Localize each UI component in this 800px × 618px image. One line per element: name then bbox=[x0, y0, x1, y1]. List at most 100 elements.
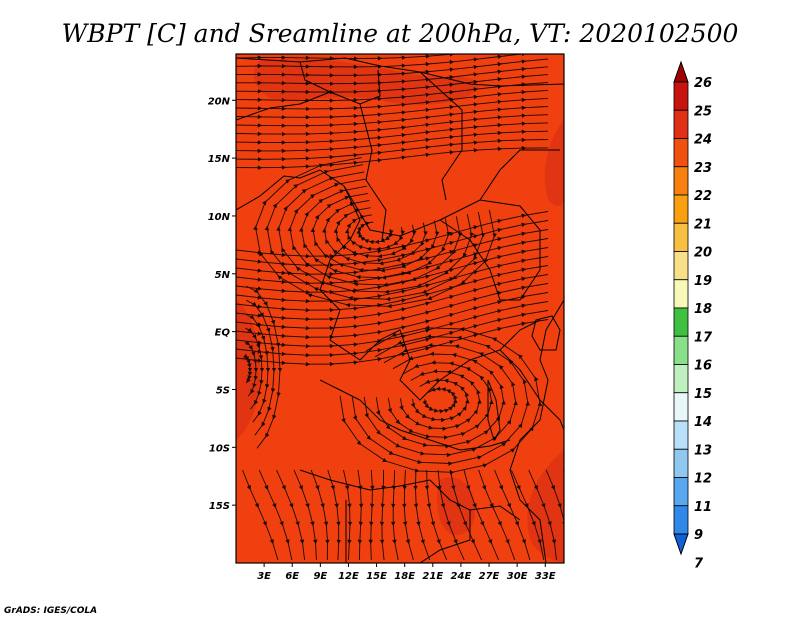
streamline bbox=[510, 469, 545, 561]
lon-tick-label: 30E bbox=[507, 571, 528, 582]
border-niger-chad bbox=[236, 91, 331, 121]
streamline bbox=[246, 285, 283, 449]
wbpt-field bbox=[236, 54, 564, 563]
border-angola-namibia bbox=[299, 469, 431, 491]
colorbar-label: 20 bbox=[694, 246, 712, 261]
colorbar-label: 19 bbox=[694, 274, 712, 289]
colorbar-label: 18 bbox=[694, 302, 712, 317]
streamline bbox=[258, 469, 293, 561]
colorbar-label: 23 bbox=[694, 161, 712, 176]
border-north bbox=[236, 57, 564, 87]
streamline bbox=[368, 469, 375, 561]
border-drc-angola bbox=[319, 379, 511, 451]
streamline bbox=[357, 469, 364, 561]
colorbar-label: 9 bbox=[694, 528, 703, 543]
streamline bbox=[276, 469, 306, 561]
border-tanzania bbox=[499, 349, 564, 431]
colorbar-segment bbox=[673, 420, 689, 450]
latitude-axis: 20N 15N 10N 5N EQ 5S 10S 15S bbox=[208, 96, 236, 512]
colorbar-segment bbox=[673, 307, 689, 337]
streamline bbox=[463, 469, 500, 561]
streamline bbox=[327, 469, 341, 561]
streamline bbox=[478, 469, 516, 561]
lon-tick-label: 21E bbox=[422, 571, 443, 582]
colorbar-label: 16 bbox=[694, 359, 712, 374]
lon-tick-label: 6E bbox=[285, 571, 299, 582]
streamline bbox=[293, 469, 318, 561]
streamline bbox=[450, 469, 483, 561]
colorbar-segment bbox=[673, 505, 689, 535]
streamline bbox=[437, 469, 465, 561]
streamlines bbox=[236, 54, 564, 561]
streamline bbox=[343, 469, 353, 561]
lat-tick-label: 15N bbox=[208, 154, 231, 165]
streamline bbox=[379, 469, 386, 561]
lat-tick-label: EQ bbox=[215, 328, 231, 339]
lat-tick-label: 15S bbox=[209, 501, 230, 512]
colorbar-segment bbox=[673, 138, 689, 168]
border-congo-drc bbox=[319, 289, 541, 401]
lon-tick-label: 18E bbox=[394, 571, 415, 582]
streamline bbox=[494, 469, 531, 561]
colorbar-segment bbox=[673, 194, 689, 224]
streamline bbox=[545, 469, 564, 545]
colorbar-segment bbox=[673, 364, 689, 394]
colorbar-label: 12 bbox=[694, 472, 712, 487]
streamline bbox=[562, 469, 564, 473]
lon-tick-label: 15E bbox=[366, 571, 387, 582]
colorbar-segment bbox=[673, 335, 689, 365]
lake-tanganyika bbox=[487, 379, 501, 442]
lon-tick-label: 33E bbox=[535, 571, 556, 582]
lon-tick-label: 3E bbox=[257, 571, 271, 582]
colorbar-segment bbox=[673, 81, 689, 111]
lon-tick-label: 9E bbox=[313, 571, 327, 582]
colorbar-label: 21 bbox=[694, 217, 712, 232]
colorbar-label: 22 bbox=[694, 189, 712, 204]
map-panel bbox=[235, 53, 565, 564]
figure-title: WBPT [C] and Sreamline at 200hPa, VT: 20… bbox=[62, 19, 739, 48]
streamline bbox=[310, 469, 330, 561]
colorbar-label: 11 bbox=[694, 500, 712, 515]
colorbar-label: 17 bbox=[694, 330, 713, 345]
colorbar-segment bbox=[673, 448, 689, 478]
lake-victoria bbox=[531, 315, 561, 351]
border-libya-chad bbox=[299, 61, 381, 105]
grads-credit: GrADS: IGES/COLA bbox=[4, 606, 97, 616]
longitude-axis: 3E 6E 9E 12E 15E 18E 21E 24E 27E 30E 33E bbox=[257, 563, 556, 582]
border-chad-sudan bbox=[359, 103, 387, 241]
coast-east bbox=[509, 299, 564, 563]
colorbar-label: 24 bbox=[694, 133, 712, 148]
streamline bbox=[424, 469, 448, 561]
country-borders bbox=[236, 57, 564, 563]
colorbar-segment bbox=[673, 251, 689, 281]
colorbar-label: 25 bbox=[694, 104, 712, 119]
colorbar-segment bbox=[673, 392, 689, 422]
lon-tick-label: 12E bbox=[338, 571, 359, 582]
lon-tick-label: 24E bbox=[451, 571, 472, 582]
colorbar-label: 26 bbox=[694, 76, 712, 91]
lat-tick-label: 10N bbox=[208, 212, 231, 223]
border-southeast bbox=[419, 510, 471, 563]
lat-tick-label: 20N bbox=[208, 96, 231, 107]
border-egypt-sudan bbox=[419, 71, 463, 201]
colorbar-label: 13 bbox=[694, 443, 712, 458]
streamline bbox=[528, 469, 557, 561]
wbpt-colorbar: 26 25 24 23 22 21 20 19 18 17 16 15 14 13 12 11 9 7 bbox=[673, 60, 713, 571]
colorbar-segment bbox=[673, 477, 689, 507]
colorbar-top-arrow bbox=[673, 60, 689, 83]
lat-tick-label: 5N bbox=[215, 270, 231, 281]
lat-tick-label: 5S bbox=[216, 385, 230, 396]
border-ethiopia bbox=[479, 149, 560, 201]
warm-patch-east-top bbox=[544, 120, 564, 206]
border-nigeria-cameroon bbox=[236, 169, 361, 291]
colorbar-segment bbox=[673, 109, 689, 139]
streamline bbox=[242, 469, 279, 561]
streamline bbox=[413, 469, 431, 561]
colorbar-label: 15 bbox=[694, 387, 712, 402]
lon-tick-label: 27E bbox=[479, 571, 500, 582]
colorbar-segment bbox=[673, 279, 689, 309]
colorbar-segment bbox=[673, 222, 689, 252]
colorbar-label: 14 bbox=[694, 415, 712, 430]
colorbar-segment bbox=[673, 166, 689, 196]
